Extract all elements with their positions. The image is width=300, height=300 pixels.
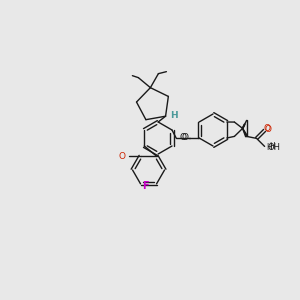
Text: O: O <box>264 124 271 134</box>
Text: OH: OH <box>268 143 281 152</box>
Text: H: H <box>270 142 275 151</box>
Text: O: O <box>264 125 271 134</box>
Text: H: H <box>170 111 177 120</box>
Text: O: O <box>182 133 189 142</box>
Text: O: O <box>118 152 125 160</box>
Text: H: H <box>267 143 272 152</box>
Text: O: O <box>179 134 186 142</box>
Polygon shape <box>243 128 248 137</box>
Text: F: F <box>142 181 149 191</box>
